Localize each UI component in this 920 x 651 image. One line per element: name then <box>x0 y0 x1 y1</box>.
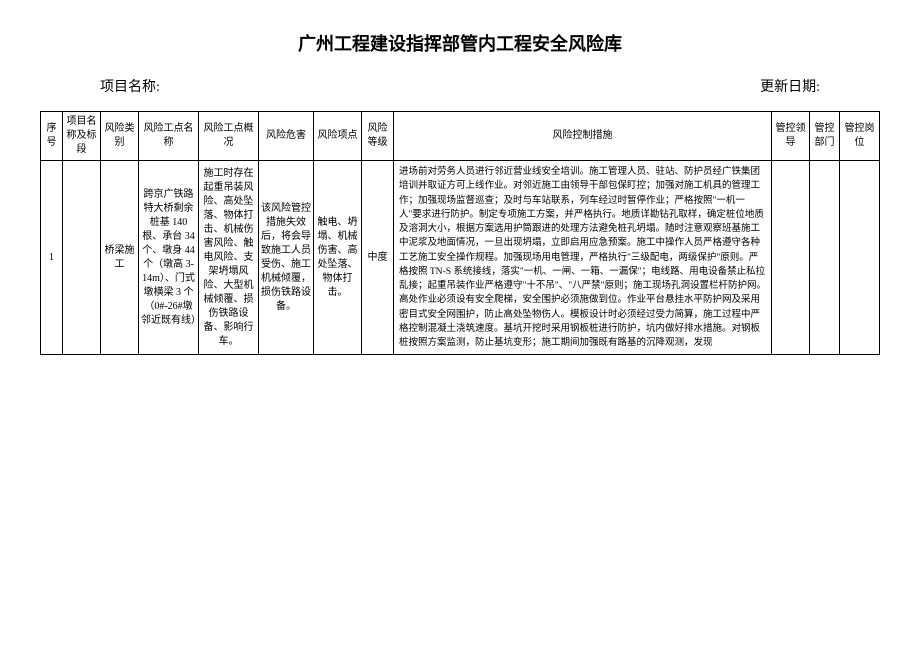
col-category: 风险类别 <box>101 112 139 161</box>
cell-seq: 1 <box>41 161 63 355</box>
page-title: 广州工程建设指挥部管内工程安全风险库 <box>40 30 880 56</box>
cell-risk-point: 触电、坍塌、机械伤害、高处坠落、物体打击。 <box>314 161 362 355</box>
col-dept: 管控部门 <box>810 112 840 161</box>
cell-dept <box>810 161 840 355</box>
col-post: 管控岗位 <box>840 112 880 161</box>
cell-hazard: 该风险管控措施失效后，将会导致施工人员受伤、施工机械倾覆，损伤铁路设备。 <box>259 161 314 355</box>
col-level: 风险等级 <box>362 112 394 161</box>
cell-post <box>840 161 880 355</box>
date-label: 更新日期: <box>760 76 820 96</box>
cell-measures: 进场前对劳务人员进行邻近营业线安全培训。施工管理人员、驻站、防护员经广铁集团培训… <box>394 161 772 355</box>
cell-point-name: 跨京广铁路特大桥剩余桩基 140根、承台 34个、墩身 44个（墩高 3-14m… <box>139 161 199 355</box>
cell-project <box>63 161 101 355</box>
risk-table: 序号 项目名称及标段 风险类别 风险工点名称 风险工点概况 风险危害 风险项点 … <box>40 111 880 355</box>
col-hazard: 风险危害 <box>259 112 314 161</box>
col-leader: 管控领导 <box>772 112 810 161</box>
cell-leader <box>772 161 810 355</box>
col-point-status: 风险工点概况 <box>199 112 259 161</box>
project-label: 项目名称: <box>100 76 160 96</box>
cell-level: 中度 <box>362 161 394 355</box>
cell-point-status: 施工时存在起重吊装风险、高处坠落、物体打击、机械伤害风险、触电风险、支架坍塌风险… <box>199 161 259 355</box>
cell-category: 桥梁施工 <box>101 161 139 355</box>
col-point-name: 风险工点名称 <box>139 112 199 161</box>
header-row: 项目名称: 更新日期: <box>40 76 880 96</box>
table-header-row: 序号 项目名称及标段 风险类别 风险工点名称 风险工点概况 风险危害 风险项点 … <box>41 112 880 161</box>
col-measures: 风险控制措施 <box>394 112 772 161</box>
col-project: 项目名称及标段 <box>63 112 101 161</box>
col-seq: 序号 <box>41 112 63 161</box>
col-risk-point: 风险项点 <box>314 112 362 161</box>
table-row: 1 桥梁施工 跨京广铁路特大桥剩余桩基 140根、承台 34个、墩身 44个（墩… <box>41 161 880 355</box>
